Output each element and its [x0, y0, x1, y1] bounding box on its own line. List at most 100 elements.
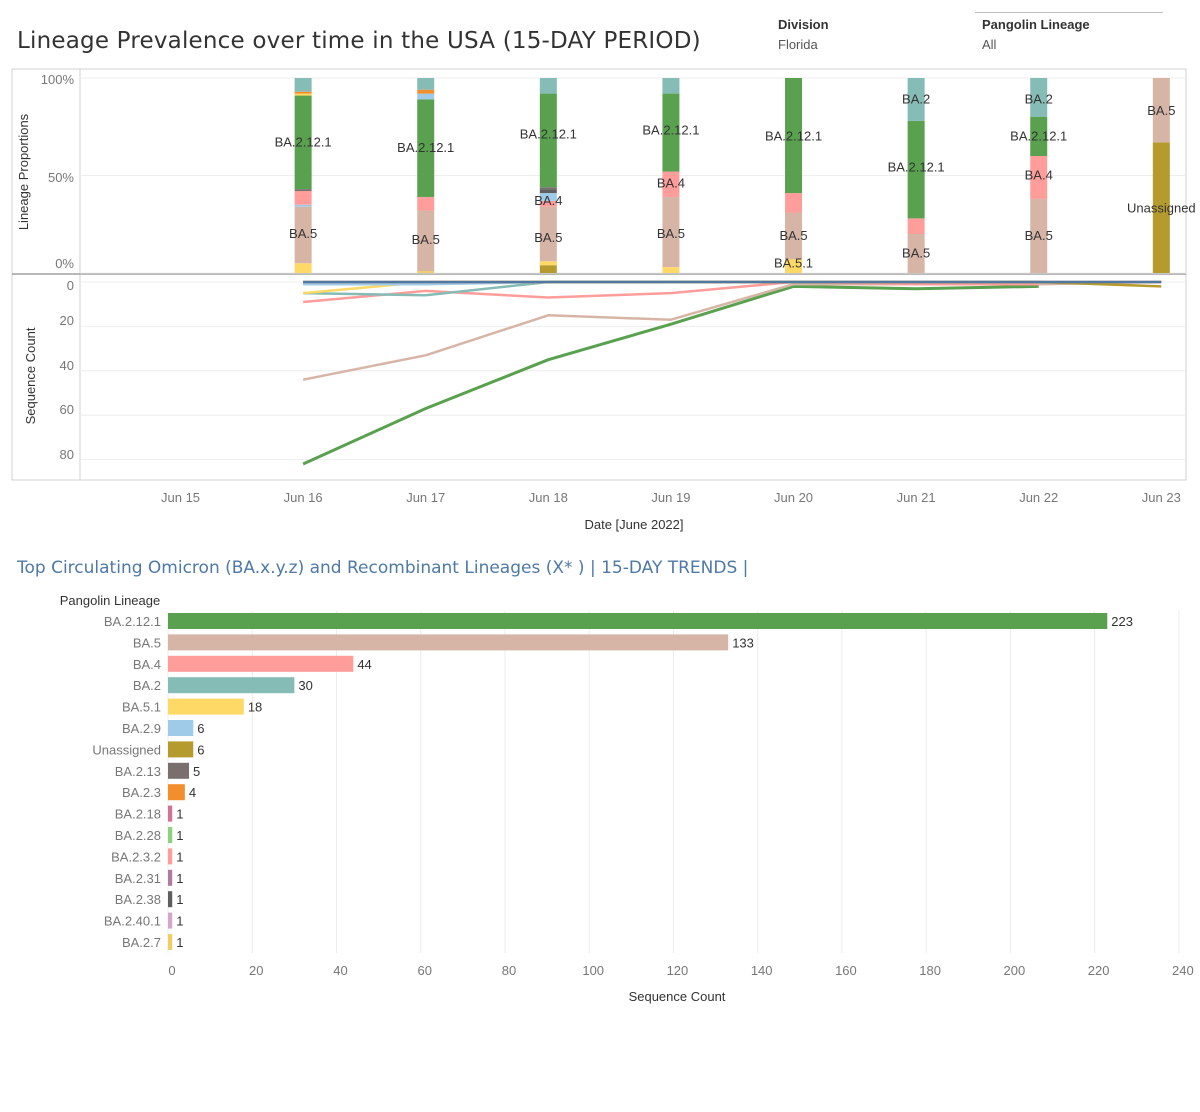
bar-segment-label: BA.2: [1025, 91, 1053, 106]
bar-segment-label: BA.5: [412, 232, 440, 247]
bar-value-label: 1: [176, 892, 183, 907]
bar-segment-label: BA.5: [902, 246, 930, 261]
bar-segment-label: BA.4: [534, 193, 562, 208]
stacked-bar-segment: [294, 206, 312, 264]
bar-segment-label: Unassigned: [1127, 201, 1196, 216]
stacked-bar-segment: [294, 204, 312, 207]
bar-value-label: 4: [189, 785, 196, 800]
lineage-bar: [168, 741, 194, 758]
bar-segment-label: BA.5: [1025, 228, 1053, 243]
stacked-bar-segment: [662, 78, 680, 94]
x-tick-label: 100: [582, 963, 604, 978]
lineage-bar: [168, 827, 173, 843]
stacked-bar-segment: [539, 193, 557, 201]
stacked-bar-segment: [294, 263, 312, 273]
stacked-bar-segment: [294, 193, 312, 205]
stacked-bar-segment: [907, 120, 925, 219]
count-tick-label: 40: [60, 358, 74, 373]
bar-segment-label: BA.5: [534, 230, 562, 245]
proportion-tick-label: 100%: [41, 72, 75, 87]
lineage-label: BA.2.3.2: [111, 849, 161, 864]
lineage-label: BA.2.9: [122, 721, 161, 736]
lineage-label: BA.2: [133, 678, 161, 693]
stacked-bar-segment: [294, 93, 312, 96]
lineage-bar: [168, 784, 185, 801]
x-tick-label: 20: [249, 963, 263, 978]
lineage-filter[interactable]: Pangolin Lineage All: [982, 17, 1090, 52]
bar-value-label: 30: [298, 678, 312, 693]
stacked-bar-segment: [539, 261, 557, 266]
lineage-bar: [168, 762, 190, 779]
stacked-bar-segment: [1030, 78, 1048, 117]
x-tick-label: 40: [333, 963, 347, 978]
lineage-bar: [168, 805, 173, 822]
division-filter-value[interactable]: Florida: [778, 37, 818, 52]
bar-segment-label: BA.2.12.1: [765, 129, 822, 144]
bar-value-label: 1: [176, 914, 183, 929]
lineage-label: BA.2.7: [122, 935, 161, 950]
series-line: [302, 280, 1039, 304]
lineage-bar: [168, 912, 173, 929]
stacked-bar-segment: [539, 187, 557, 190]
division-filter[interactable]: Division Florida: [778, 17, 829, 52]
bar-value-label: 18: [248, 700, 262, 715]
stacked-bar-segment: [539, 206, 557, 262]
stacked-bar-segment: [417, 99, 435, 197]
x-tick-label: 140: [751, 963, 773, 978]
stacked-bar-segment: [294, 78, 312, 92]
bar-value-label: 6: [197, 742, 204, 757]
lineage-label: BA.2.18: [115, 807, 161, 822]
date-tick-label: Jun 16: [284, 490, 323, 505]
bar-segment-label: BA.2.12.1: [888, 160, 945, 175]
lineage-label: BA.2.31: [115, 871, 161, 886]
filter-divider: [975, 0, 1163, 13]
bar-segment-label: BA.2.12.1: [275, 134, 332, 149]
count-tick-label: 20: [60, 313, 74, 328]
date-tick-label: Jun 17: [406, 490, 445, 505]
lineage-bar: [168, 720, 194, 736]
stacked-bar-segment: [662, 171, 680, 197]
x-tick-label: 80: [502, 963, 516, 978]
stacked-bar-segment: [294, 95, 312, 190]
stacked-bar-segment: [539, 189, 557, 194]
stacked-bar-segment: [539, 265, 557, 273]
page-title: Lineage Prevalence over time in the USA …: [17, 28, 701, 54]
lineage-axis-title: Pangolin Lineage: [60, 593, 160, 608]
bar-value-label: 1: [176, 828, 183, 843]
bar-value-label: 133: [732, 635, 754, 650]
stacked-bar-segment: [539, 78, 557, 94]
lineage-ranking-title: Top Circulating Omicron (BA.x.y.z) and R…: [17, 558, 749, 578]
lineage-bar: [168, 869, 173, 886]
bar-segment-label: BA.5: [657, 226, 685, 241]
lineage-label: Unassigned: [92, 742, 161, 757]
bar-segment-label: BA.2.12.1: [520, 127, 577, 142]
x-tick-label: 0: [168, 963, 175, 978]
lineage-label: BA.5.1: [122, 700, 161, 715]
stacked-bar-segment: [907, 218, 925, 234]
bar-value-label: 44: [357, 657, 371, 672]
bar-value-label: 1: [176, 871, 183, 886]
stacked-bar-segment: [294, 91, 312, 94]
bar-value-label: 1: [176, 807, 183, 822]
proportion-tick-label: 50%: [48, 170, 74, 185]
bar-value-label: 1: [176, 849, 183, 864]
date-tick-label: Jun 21: [897, 490, 936, 505]
series-line: [302, 284, 1039, 466]
date-tick-label: Jun 15: [161, 490, 200, 505]
bar-segment-label: BA.2: [902, 91, 930, 106]
lineage-bar: [168, 698, 244, 715]
stacked-bar-segment: [1030, 198, 1048, 273]
lineage-label: BA.4: [133, 657, 161, 672]
stacked-bar-segment: [662, 93, 680, 172]
x-tick-label: 220: [1088, 963, 1110, 978]
x-tick-label: 60: [417, 963, 431, 978]
count-tick-label: 0: [67, 278, 74, 293]
lineage-filter-value[interactable]: All: [982, 37, 997, 52]
lineage-label: BA.2.13: [115, 764, 161, 779]
stacked-bar-segment: [1030, 156, 1048, 199]
stacked-bar-segment: [417, 89, 435, 94]
bar-segment-label: BA.4: [1025, 168, 1053, 183]
bar-segment-label: BA.5: [1147, 103, 1175, 118]
lineage-filter-label: Pangolin Lineage: [982, 17, 1090, 32]
x-tick-label: 200: [1004, 963, 1026, 978]
